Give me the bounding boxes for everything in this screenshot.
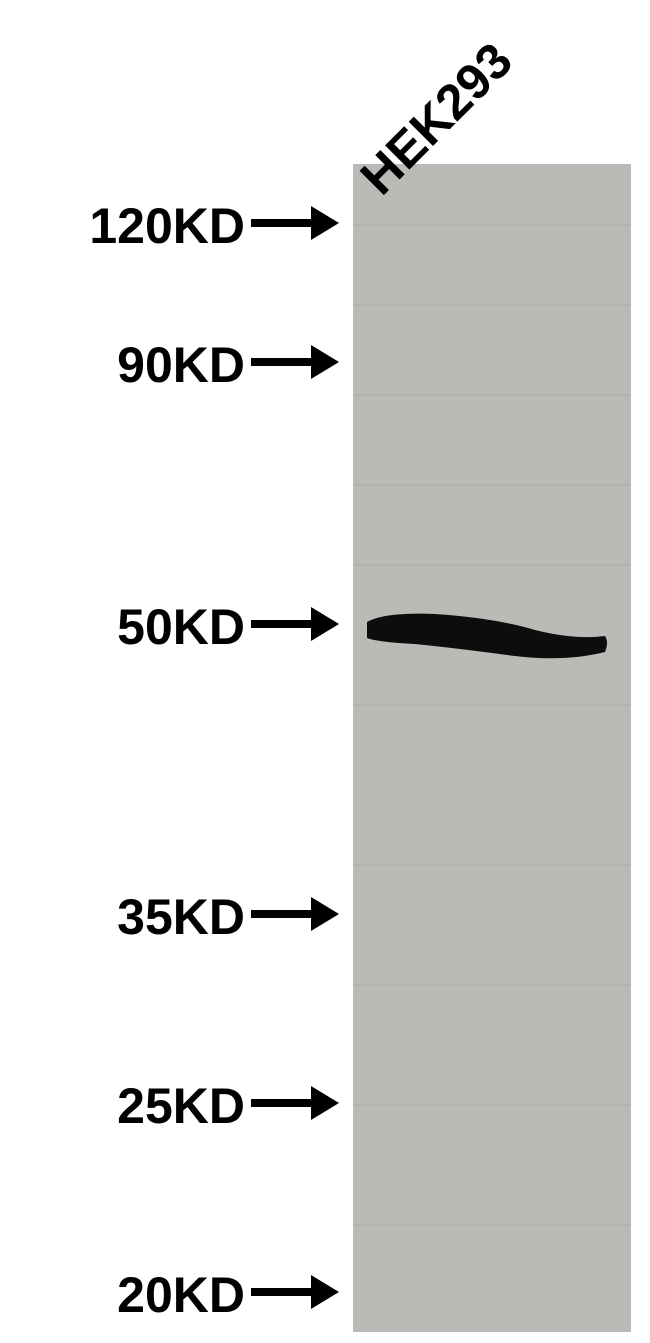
marker-20kd: 20KD xyxy=(0,1266,353,1316)
band-50kd xyxy=(365,608,609,664)
marker-50kd: 50KD xyxy=(0,598,353,648)
marker-90kd: 90KD xyxy=(0,336,353,386)
lane-noise xyxy=(353,304,631,306)
arrow-icon xyxy=(251,607,339,641)
arrow-icon xyxy=(251,897,339,931)
figure-root: HEK293 120KD 90KD 50KD 35KD 25KD xyxy=(0,0,650,1343)
marker-label: 35KD xyxy=(117,888,245,946)
lane-noise xyxy=(353,1104,631,1106)
arrow-icon xyxy=(251,206,339,240)
marker-label: 50KD xyxy=(117,598,245,656)
arrow-icon xyxy=(251,1086,339,1120)
marker-120kd: 120KD xyxy=(0,197,353,247)
lane-noise xyxy=(353,394,631,396)
lane-noise xyxy=(353,224,631,226)
lane-noise xyxy=(353,1224,631,1226)
arrow-icon xyxy=(251,1275,339,1309)
marker-25kd: 25KD xyxy=(0,1077,353,1127)
lane-noise xyxy=(353,984,631,986)
marker-35kd: 35KD xyxy=(0,888,353,938)
marker-label: 90KD xyxy=(117,336,245,394)
lane-noise xyxy=(353,864,631,866)
marker-label: 120KD xyxy=(89,197,245,255)
marker-label: 20KD xyxy=(117,1266,245,1324)
marker-label: 25KD xyxy=(117,1077,245,1135)
arrow-icon xyxy=(251,345,339,379)
lane-noise xyxy=(353,564,631,566)
lane-noise xyxy=(353,484,631,486)
blot-lane xyxy=(353,164,631,1332)
lane-noise xyxy=(353,704,631,706)
